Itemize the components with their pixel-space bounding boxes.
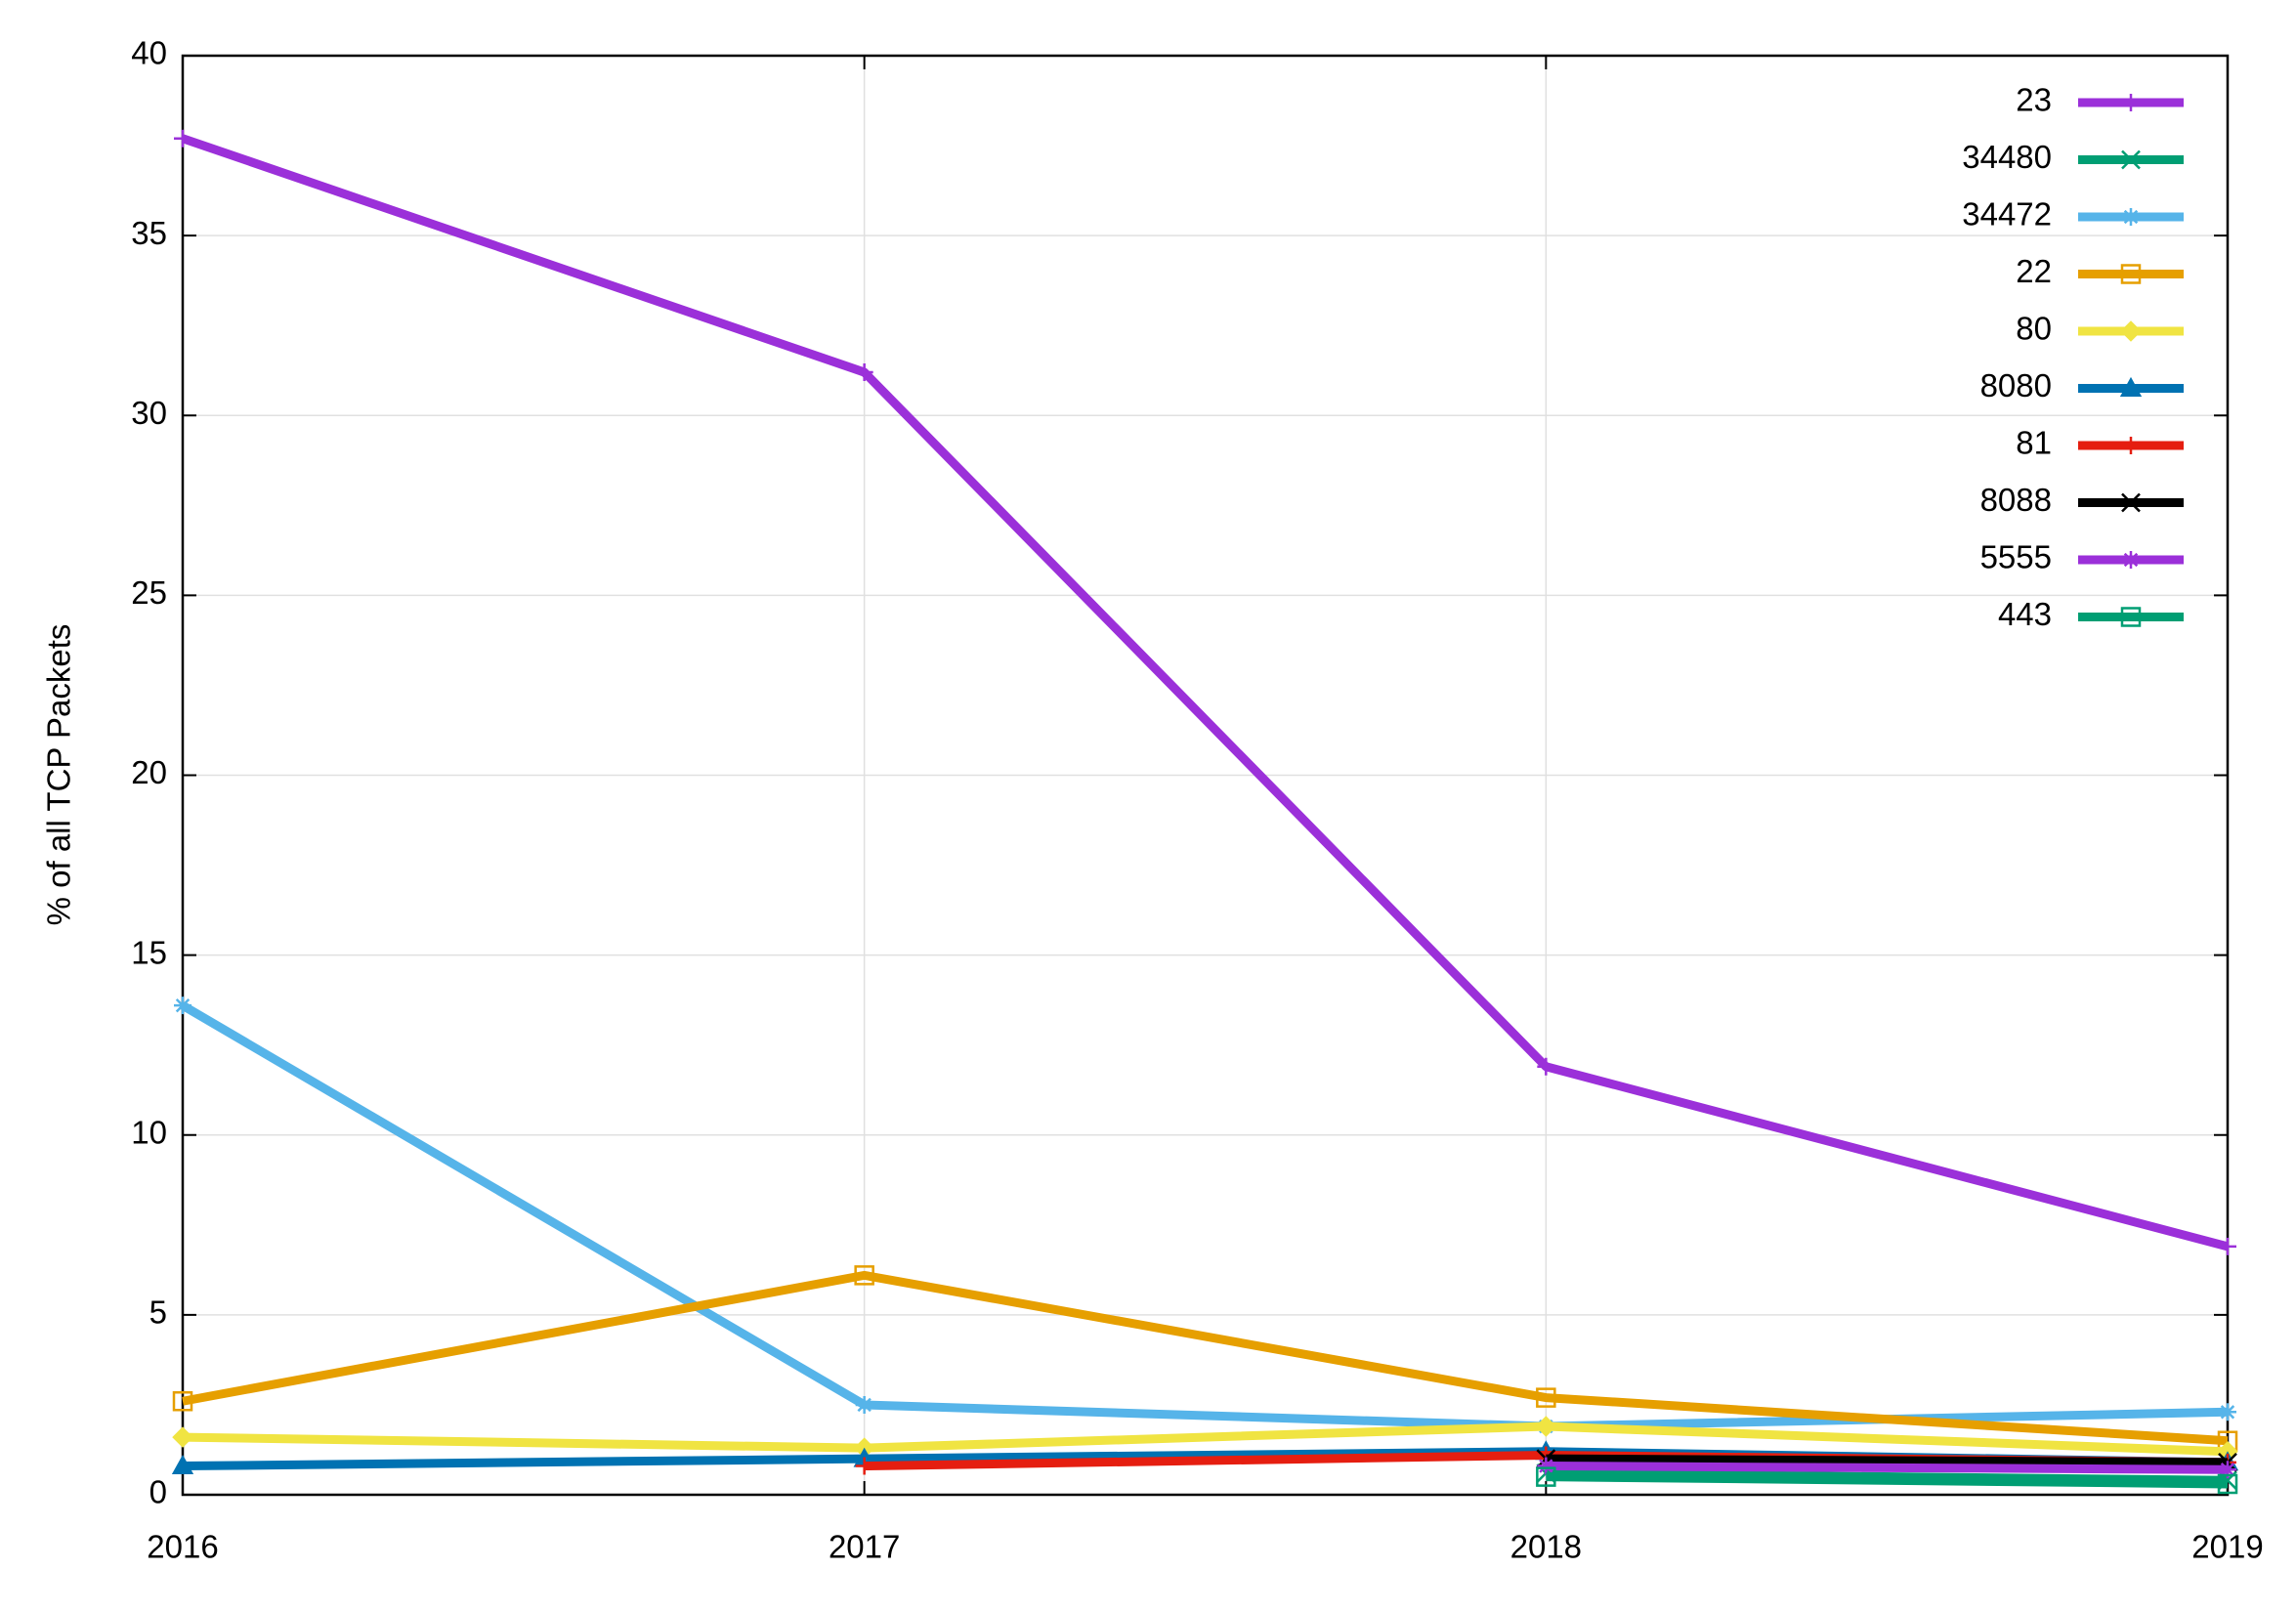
y-tick-label: 30: [131, 395, 167, 431]
series-line: [182, 1421, 2229, 1457]
series-line: [181, 134, 2230, 1251]
legend-label: 80: [2016, 311, 2052, 347]
data-point: [2219, 1237, 2236, 1255]
x-tick-label: 2017: [829, 1529, 900, 1565]
legend-label: 22: [2016, 253, 2052, 289]
series-line: [1546, 1472, 2229, 1489]
data-point: [855, 1457, 873, 1475]
data-point: [172, 1391, 193, 1412]
series-line: [1546, 1462, 2229, 1474]
legend-marker: [2121, 492, 2141, 513]
data-point: [174, 129, 191, 148]
y-tick-label: 5: [149, 1294, 167, 1331]
data-point: [1537, 1057, 1555, 1076]
y-tick-label: 20: [131, 754, 167, 790]
y-tick-label: 35: [131, 215, 167, 251]
legend-marker: [2122, 208, 2140, 226]
data-point: [1536, 1466, 1556, 1487]
y-axis-label: % of all TCP Packets: [41, 624, 77, 926]
data-point: [855, 1395, 873, 1414]
legend-marker: [2122, 437, 2140, 454]
y-tick-label: 0: [149, 1474, 167, 1510]
legend-marker: [2122, 94, 2140, 111]
legend-label: 443: [1998, 596, 2052, 632]
data-point: [2217, 1473, 2238, 1495]
y-tick-label: 25: [131, 574, 167, 611]
data-point: [854, 1265, 874, 1286]
data-point: [1535, 1416, 1557, 1437]
legend-label: 5555: [1980, 539, 2052, 575]
data-point: [2219, 1403, 2236, 1421]
x-tick-label: 2016: [147, 1529, 218, 1565]
legend-marker: [2120, 264, 2142, 284]
legend-label: 34472: [1962, 196, 2052, 233]
legend-marker: [2122, 551, 2140, 569]
series-line: [180, 1001, 2229, 1431]
legend-marker: [2119, 376, 2143, 397]
series-line: [1546, 1454, 2229, 1467]
series-line: [182, 1270, 2229, 1446]
legend-marker: [2120, 320, 2142, 342]
legend-label: 8088: [1980, 482, 2052, 518]
data-point: [172, 1426, 193, 1448]
data-point: [1536, 1387, 1556, 1408]
data-point: [855, 363, 873, 382]
y-tick-label: 15: [131, 934, 167, 970]
legend-marker: [2121, 149, 2141, 170]
data-point: [174, 997, 191, 1015]
legend-label: 8080: [1980, 367, 2052, 403]
y-tick-label: 40: [131, 35, 167, 71]
legend-label: 34480: [1962, 139, 2052, 175]
y-tick-label: 10: [131, 1114, 167, 1150]
x-tick-label: 2018: [1510, 1529, 1582, 1565]
data-point: [2219, 1461, 2236, 1479]
legend-label: 23: [2016, 82, 2052, 118]
data-point: [1537, 1457, 1555, 1475]
data-point: [2217, 1430, 2238, 1452]
data-point: [171, 1454, 194, 1474]
x-tick-label: 2019: [2191, 1529, 2263, 1565]
plot-frame: [181, 54, 2230, 1497]
legend-label: 81: [2016, 425, 2052, 461]
legend-marker: [2120, 607, 2142, 627]
